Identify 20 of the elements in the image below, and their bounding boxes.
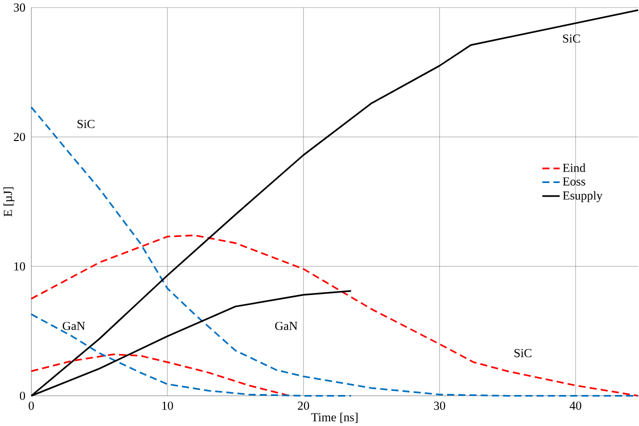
x-tick-label: 40 xyxy=(570,401,582,410)
x-tick-label: 0 xyxy=(28,401,34,410)
legend-label: Eoss xyxy=(562,177,586,186)
y-tick-label: 0 xyxy=(20,392,26,400)
line-series xyxy=(30,313,352,397)
y-tick-label: 10 xyxy=(14,262,26,270)
legend-label: Esupply xyxy=(562,190,603,202)
y-axis-title: E [µJ] xyxy=(3,187,14,216)
x-tick-label: 10 xyxy=(162,401,174,410)
x-tick-label: 20 xyxy=(298,401,310,410)
annotation: SiC xyxy=(514,348,532,358)
annotation: GaN xyxy=(62,322,86,330)
y-tick-label: 30 xyxy=(14,3,26,12)
x-axis-title: Time [ns] xyxy=(311,412,358,423)
annotation: GaN xyxy=(275,322,298,330)
legend-label: Eind xyxy=(562,163,586,172)
annotation: SiC xyxy=(78,120,94,128)
annotation: SiC xyxy=(563,34,580,43)
x-tick-label: 30 xyxy=(434,401,446,410)
y-tick-label: 20 xyxy=(14,132,26,141)
